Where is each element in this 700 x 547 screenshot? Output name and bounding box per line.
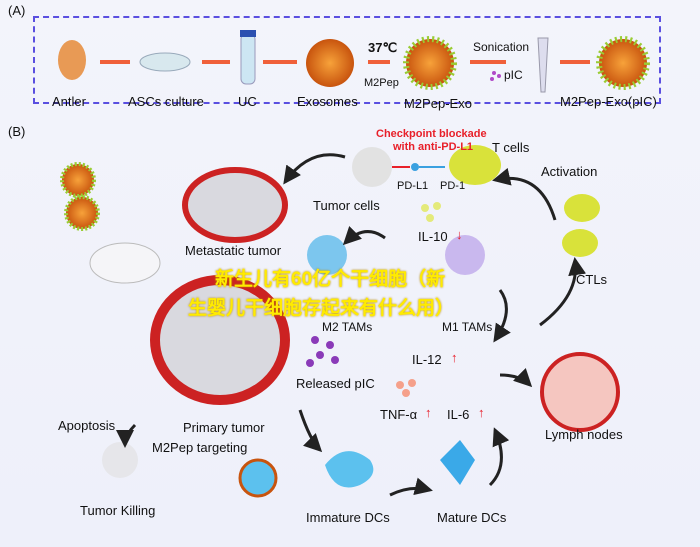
activation-label: Activation (541, 164, 598, 179)
released-pic-icon (306, 336, 339, 367)
tumor-killing-icon (102, 442, 138, 478)
ctls-label: CTLs (576, 272, 608, 287)
checkpoint-label-2: with anti-PD-L1 (393, 141, 474, 153)
il10-label: IL-10 (418, 229, 448, 244)
panel-a-box (33, 16, 661, 104)
released-pic-label: Released pIC (296, 376, 375, 391)
m1-tam-icon (445, 235, 485, 275)
ctl-icon (562, 229, 598, 257)
watermark-line-2: 生婴儿干细胞存起来有什么用） (188, 298, 455, 319)
arrows (100, 60, 590, 64)
immature-dcs-label: Immature DCs (306, 510, 390, 525)
step-label: Antler (52, 94, 86, 109)
m2pep-targeting-label: M2Pep targeting (152, 440, 248, 455)
down-arrow-icon: ↓ (456, 227, 463, 242)
metastatic-tumor-label: Metastatic tumor (185, 243, 282, 258)
step-label: Exosomes (297, 94, 358, 109)
mouse-icon (89, 242, 161, 284)
primary-tumor-label: Primary tumor (183, 420, 265, 435)
step-label: M2Pep-Exo (404, 96, 472, 111)
il6-label: IL-6 (447, 407, 470, 422)
m2-tam-icon (307, 235, 347, 275)
tumor-killing-label: Tumor Killing (80, 503, 156, 518)
checkpoint-label: Checkpoint blockade (376, 128, 487, 140)
tnf-label: TNF-α (380, 407, 418, 422)
tumor-cell-icon (352, 147, 392, 187)
pd-1-label: PD-1 (440, 180, 466, 192)
up-arrow-icon: ↑ (451, 350, 458, 365)
apoptosis-label: Apoptosis (58, 418, 116, 433)
primary-tumor-icon (150, 275, 290, 405)
m1-tams-label: M1 TAMs (442, 320, 493, 334)
m2pep-exo-pic-icon (596, 36, 650, 90)
eppendorf-icon (537, 37, 549, 93)
up-arrow-icon: ↑ (425, 405, 432, 420)
m2pep-exo-icon (403, 36, 457, 90)
exosome-icon (306, 39, 354, 87)
il12-label: IL-12 (412, 352, 442, 367)
step-label: UC (238, 94, 257, 109)
dish-icon (139, 52, 191, 72)
panel-a-icons (58, 30, 650, 93)
immature-dc-icon (325, 451, 374, 488)
lymph-nodes-label: Lymph nodes (545, 427, 623, 442)
panel-a-label: (A) (8, 3, 26, 18)
m2-tams-label: M2 TAMs (322, 320, 373, 334)
pd-l1-label: PD-L1 (397, 180, 429, 192)
t-cell-icon (449, 145, 501, 185)
sonication-label: Sonication (473, 40, 530, 54)
step-label: M2Pep-Exo(pIC) (560, 94, 657, 109)
mature-dc-icon (440, 440, 475, 485)
m2pep-label: M2Pep (364, 77, 399, 89)
up-arrow-icon: ↑ (478, 405, 485, 420)
panel-b-icons (60, 145, 620, 498)
lymph-node-icon (540, 352, 620, 432)
watermark-line-1: 新生儿有60亿个干细胞（新 (215, 269, 446, 290)
mature-dcs-label: Mature DCs (437, 510, 507, 525)
tumor-cells-label: Tumor cells (313, 198, 380, 213)
t-cells-label: T cells (492, 140, 530, 155)
deer-icon (58, 40, 86, 80)
metastatic-tumor-icon (182, 167, 288, 243)
panel-b-label: (B) (8, 124, 26, 139)
step-label: ASCs culture (128, 94, 204, 109)
pic-label: pIC (504, 68, 523, 82)
temperature-label: 37℃ (368, 40, 398, 55)
